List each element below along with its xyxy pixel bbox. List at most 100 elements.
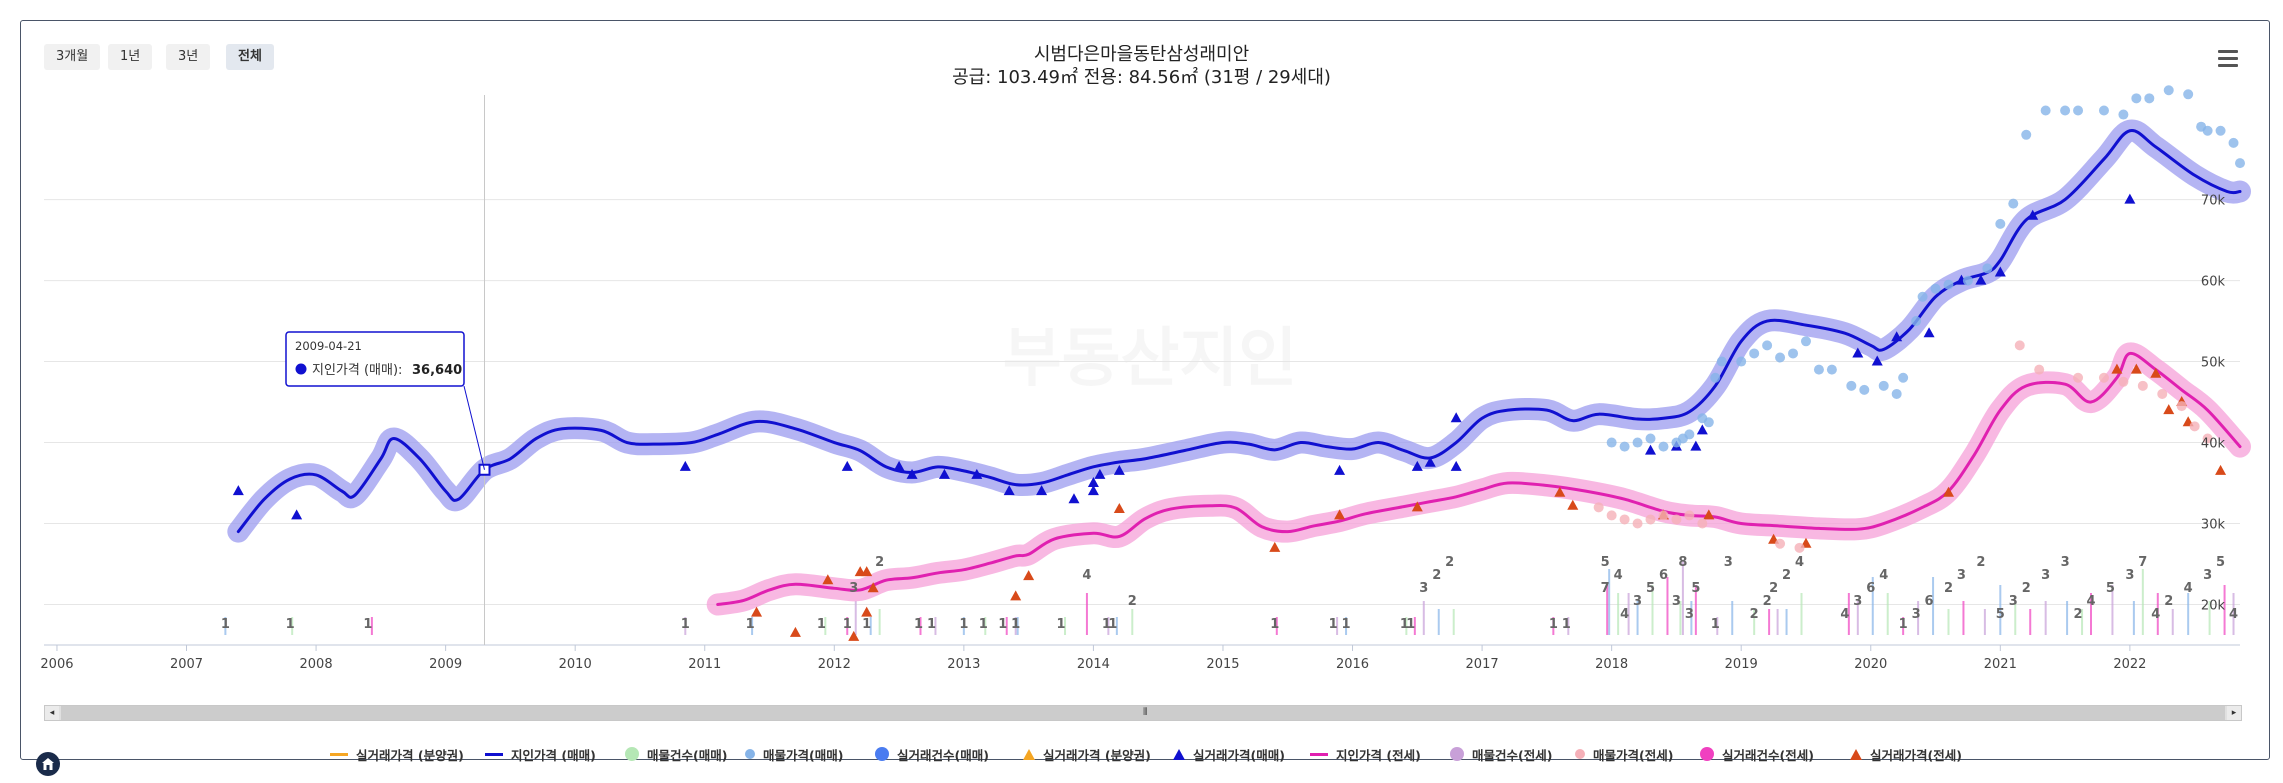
legend-label: 실거래가격(전세) [1870, 747, 1962, 763]
legend-item[interactable]: 실거래가격(매매) [1173, 744, 1285, 764]
transaction-marker [1036, 485, 1048, 496]
transaction-marker [1994, 266, 2006, 277]
listing-dot [1794, 542, 1805, 553]
volume-label: 1 [1108, 617, 1117, 632]
scroll-left-icon[interactable]: ◂ [45, 706, 59, 720]
x-tick-label: 2018 [1595, 657, 1628, 672]
transaction-marker [971, 468, 983, 479]
tooltip-label: 지인가격 (매매): [312, 363, 402, 378]
transaction-marker [1554, 486, 1566, 497]
listing-dot [2137, 380, 2148, 391]
period-3m-button[interactable]: 3개월 [44, 44, 101, 70]
transaction-marker [861, 566, 873, 577]
volume-label: 1 [1270, 617, 1279, 632]
legend-label: 실거래가격 (분양권) [356, 747, 464, 763]
transaction-marker [1094, 468, 1106, 479]
legend-dot-icon [1700, 747, 1714, 761]
transaction-marker [1003, 485, 1015, 496]
x-tick-label: 2015 [1206, 657, 1239, 672]
legend-dot-icon [745, 749, 755, 759]
legend-dot-icon [1450, 747, 1464, 761]
legend-item[interactable]: 매물건수(전세) [1450, 744, 1552, 764]
listing-dot [2073, 105, 2084, 116]
legend-label: 매물가격(전세) [1593, 747, 1674, 763]
volume-label: 1 [363, 617, 372, 632]
listing-dot [1658, 441, 1669, 452]
listing-dot [2060, 105, 2071, 116]
listing-dot [2040, 105, 2051, 116]
legend-item[interactable]: 지인가격 (전세) [1310, 744, 1421, 764]
listing-dot [2202, 125, 2213, 136]
transaction-marker [1087, 477, 1099, 488]
legend-label: 지인가격 (전세) [1336, 747, 1421, 763]
listing-dot [2235, 158, 2245, 169]
listing-dot [1684, 429, 1695, 440]
chart-scrollbar[interactable]: ◂ ⦀ ▸ [44, 705, 2242, 721]
volume-label: 3 [1957, 568, 1966, 583]
transaction-marker [1411, 460, 1423, 471]
legend-triangle-icon [1850, 748, 1862, 760]
transaction-marker [906, 468, 918, 479]
volume-label: 3 [1724, 555, 1733, 570]
volume-label: 2 [1432, 568, 1441, 583]
listing-dot [1749, 348, 1760, 359]
legend-item[interactable]: 실거래가격 (분양권) [330, 744, 464, 764]
listing-dot [1826, 364, 1837, 375]
price-line [716, 351, 2242, 607]
legend-item[interactable]: 매물가격(전세) [1575, 744, 1673, 764]
y-tick-label: 70k [2201, 194, 2226, 209]
listing-dot [1736, 356, 1747, 367]
listing-dot [2131, 93, 2142, 104]
volume-label: 1 [1342, 617, 1351, 632]
listing-dot [2008, 198, 2019, 209]
scroll-right-icon[interactable]: ▸ [2227, 706, 2241, 720]
listing-dot [1606, 437, 1617, 448]
listing-dot [2163, 85, 2174, 96]
transaction-marker [2150, 367, 2162, 378]
volume-label: 7 [2138, 555, 2147, 570]
legend-label: 매물건수(전세) [1472, 747, 1553, 763]
volume-label: 1 [1057, 617, 1066, 632]
x-tick-label: 2013 [947, 657, 980, 672]
transaction-marker [861, 606, 873, 617]
transaction-marker [1690, 440, 1702, 451]
transaction-marker [1942, 486, 1954, 497]
legend-item[interactable]: 실거래건수(매매) [875, 744, 989, 764]
transaction-marker [2124, 193, 2136, 204]
scrollbar-thumb[interactable]: ⦀ [61, 706, 2225, 720]
period-3y-button[interactable]: 3년 [166, 44, 211, 70]
listing-dot [1716, 356, 1727, 367]
listing-dot [1982, 263, 1993, 274]
legend-item[interactable]: 실거래가격(전세) [1850, 744, 1962, 764]
legend-item[interactable]: 지인가격 (매매) [485, 744, 596, 764]
period-all-button[interactable]: 전체 [226, 44, 274, 70]
period-1y-button[interactable]: 1년 [108, 44, 153, 70]
transaction-marker [1113, 502, 1125, 513]
hamburger-menu-icon[interactable] [2218, 50, 2238, 68]
legend-item[interactable]: 매물건수(매매) [625, 744, 727, 764]
transaction-marker [841, 460, 853, 471]
listing-dot [1859, 384, 1870, 395]
home-icon[interactable] [36, 752, 60, 776]
transaction-marker [1891, 331, 1903, 342]
listing-dot [1800, 336, 1811, 347]
legend-label: 매물가격(매매) [763, 747, 844, 763]
transaction-marker [2163, 404, 2175, 415]
volume-label: 2 [1750, 607, 1759, 622]
listing-dot [1632, 437, 1643, 448]
volume-label: 2 [1445, 555, 1454, 570]
volume-label: 2 [2022, 581, 2031, 596]
volume-label: 1 [681, 617, 690, 632]
legend-item[interactable]: 매물가격(매매) [745, 744, 843, 764]
transaction-marker [232, 485, 244, 496]
transaction-marker [1010, 590, 1022, 601]
listing-dot [1891, 388, 1902, 399]
legend-item[interactable]: 실거래건수(전세) [1700, 744, 1814, 764]
listing-dot [2118, 109, 2129, 120]
listing-dot [2073, 372, 2084, 383]
legend-item[interactable]: 실거래가격 (분양권) [1023, 744, 1151, 764]
chart-title: 시범다은마을동탄삼성래미안 [1033, 44, 1250, 65]
legend-triangle-icon [1173, 748, 1185, 760]
volume-label: 3 [2061, 555, 2070, 570]
